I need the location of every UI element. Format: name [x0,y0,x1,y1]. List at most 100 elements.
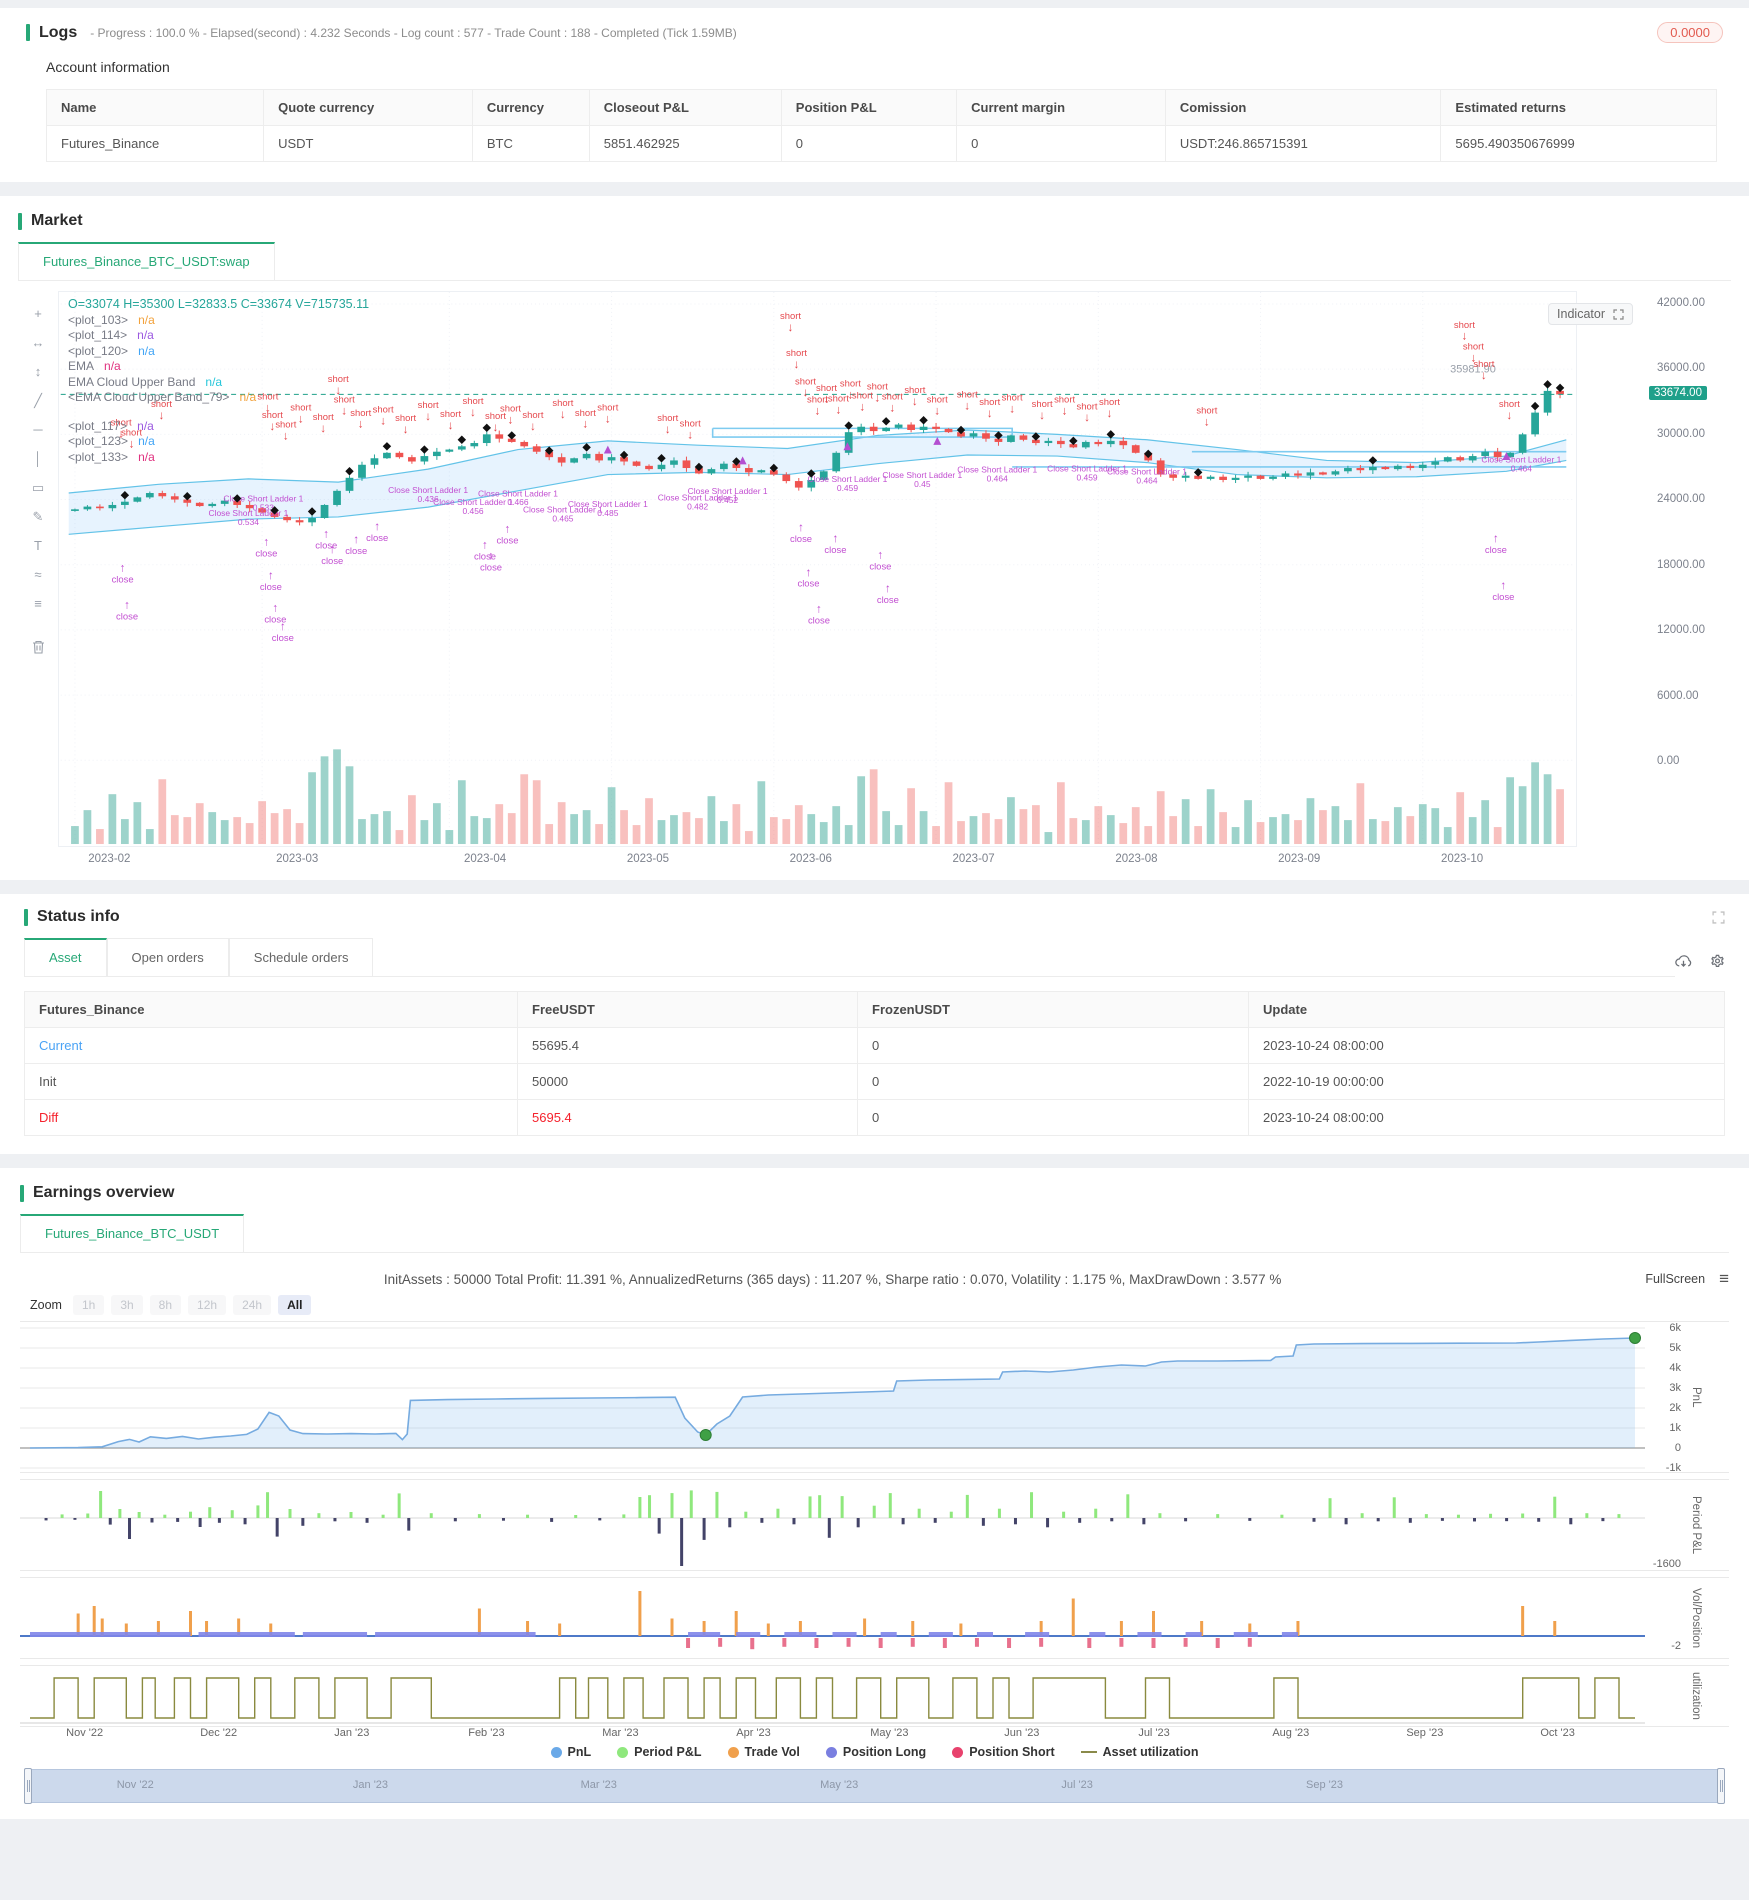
svg-text:short: short [780,311,801,322]
earnings-time-tick: Feb '23 [468,1727,505,1739]
zoom-button-8h[interactable]: 8h [149,1295,182,1315]
zoom-button-3h[interactable]: 3h [111,1295,143,1315]
price-tick: 18000.00 [1657,558,1705,571]
indicator-button[interactable]: Indicator [1548,303,1633,325]
legend-item-position-long[interactable]: Position Long [825,1745,926,1759]
svg-text:short: short [121,427,142,438]
svg-text:↓: ↓ [1470,350,1476,364]
earnings-symbol-tab[interactable]: Futures_Binance_BTC_USDT [20,1214,245,1252]
range-navigator[interactable]: Nov '22 Jan '23 Mar '23 May '23 Jul '23 Sep '… [24,1768,1725,1804]
svg-text:↑: ↑ [124,597,130,611]
zoom-button-all[interactable]: All [278,1295,312,1315]
legend-item-trade-vol[interactable]: Trade Vol [727,1745,800,1759]
crosshair-tool-icon[interactable]: + [34,306,42,321]
navigator-label: Sep '23 [1306,1779,1343,1791]
earnings-time-tick: Mar '23 [602,1727,639,1739]
settings-gear-icon[interactable] [1710,954,1725,969]
market-time-tick: 2023-07 [952,853,995,865]
price-axis[interactable]: 42000.00 36000.00 30000.00 24000.00 18000.00… [1647,291,1731,850]
zoom-button-1h[interactable]: 1h [72,1295,105,1315]
expand-section-icon[interactable] [1712,910,1725,924]
pnl-panel[interactable]: 6k 5k 4k 3k 2k 1k 0 -1k PnL [20,1321,1729,1474]
navigator-left-handle[interactable] [24,1768,32,1804]
measure-tool-icon[interactable]: ≡ [34,596,42,611]
svg-text:Close Short Ladder 1: Close Short Ladder 1 [882,470,962,480]
navigator-right-handle[interactable] [1717,1768,1725,1804]
download-data-icon[interactable] [1675,954,1692,969]
horizontal-arrow-tool-icon[interactable]: ↔ [31,335,45,350]
vertical-line-tool-icon[interactable]: │ [33,451,43,466]
account-cell: BTC [471,125,590,162]
svg-text:↑: ↑ [323,527,329,541]
trash-icon[interactable] [27,640,49,658]
svg-text:short: short [257,391,278,402]
period-pnl-panel[interactable]: -1600 Period P&L [20,1479,1729,1571]
legend-item-position-short[interactable]: Position Short [952,1745,1055,1759]
wave-pattern-tool-icon[interactable]: ≈ [34,567,42,582]
svg-text:↑: ↑ [263,534,269,548]
svg-text:↓: ↓ [835,403,841,417]
navigator-label: May '23 [820,1779,859,1791]
navigator-label: Mar '23 [580,1779,617,1791]
market-card: Market Futures_Binance_BTC_USDT:swap + ↔ ↕… [0,196,1749,880]
status-tab-open-orders[interactable]: Open orders [106,938,229,976]
svg-text:short: short [522,410,543,421]
horizontal-line-tool-icon[interactable]: ─ [33,422,43,437]
zoom-button-24h[interactable]: 24h [233,1295,272,1315]
vertical-arrow-tool-icon[interactable]: ↕ [34,364,42,379]
svg-text:close: close [255,548,277,559]
svg-text:short: short [1099,397,1120,408]
text-tool-icon[interactable]: T [34,538,42,553]
utilization-axis-title: utilization [1690,1672,1702,1720]
svg-text:Close Short Ladder 1: Close Short Ladder 1 [808,474,888,484]
svg-text:short: short [1032,399,1053,410]
earnings-time-tick: Jun '23 [1004,1727,1040,1739]
svg-text:short: short [680,419,701,430]
svg-text:35981.90: 35981.90 [1450,363,1496,375]
status-row-label[interactable]: Current [24,1027,518,1064]
svg-text:↑: ↑ [816,602,822,616]
svg-text:↑: ↑ [798,520,804,534]
section-accent-bar [20,1184,24,1202]
rectangle-tool-icon[interactable]: ▭ [31,480,45,495]
svg-text:short: short [795,376,816,387]
svg-text:close: close [366,533,388,544]
zoom-button-12h[interactable]: 12h [188,1295,227,1315]
svg-text:0.482: 0.482 [687,502,708,512]
legend-item-asset-utilization[interactable]: Asset utilization [1080,1745,1198,1759]
account-row: Futures_Binance USDT BTC 5851.462925 0 0 USDT:… [45,125,1717,162]
earnings-time-tick: Sep '23 [1406,1727,1444,1739]
svg-text:short: short [328,374,349,385]
draw-tool-icon[interactable]: ✎ [32,509,44,524]
svg-text:↑: ↑ [1493,531,1499,545]
vol-position-panel[interactable]: -2 Vol/Position [20,1577,1729,1659]
pnl-y-tick: 0 [1674,1442,1681,1454]
svg-text:short: short [463,396,484,407]
market-plot-area[interactable]: O=33074 H=35300 L=32833.5 C=33674 V=7157… [58,291,1647,850]
fullscreen-button[interactable]: FullScreen [1645,1272,1706,1286]
svg-text:short: short [1463,341,1484,352]
legend-item-period-p-l[interactable]: Period P&L [617,1745,702,1759]
trendline-tool-icon[interactable]: ╱ [34,393,42,408]
status-tab-schedule-orders[interactable]: Schedule orders [228,938,374,976]
status-frozen-usdt: 0 [857,1063,1249,1100]
status-tab-asset[interactable]: Asset [24,938,107,976]
svg-text:short: short [350,408,371,419]
price-tick: 36000.00 [1657,362,1705,375]
pnl-y-tick: 4k [1669,1362,1681,1374]
legend-item-pnl[interactable]: PnL [550,1745,591,1759]
svg-text:↑: ↑ [272,601,278,615]
svg-text:↓: ↓ [341,404,347,418]
logs-card: Logs - Progress : 100.0 % - Elapsed(seco… [0,8,1749,182]
earnings-time-tick: Apr '23 [736,1727,771,1739]
svg-text:↓: ↓ [320,421,326,435]
market-time-axis[interactable]: 2023-02 2023-03 2023-04 2023-05 2023-06 2023-… [58,850,1647,870]
market-symbol-tab[interactable]: Futures_Binance_BTC_USDT:swap [18,242,275,280]
logs-counter-badge: 0.0000 [1657,22,1723,43]
chart-menu-icon[interactable]: ≡ [1719,1269,1729,1288]
period-y-tick: -1600 [1652,1558,1681,1570]
utilization-panel[interactable]: utilization [20,1665,1729,1727]
earnings-legend: PnL Period P&L Trade Vol Position Long Posit… [20,1745,1729,1759]
market-time-tick: 2023-04 [464,853,507,865]
